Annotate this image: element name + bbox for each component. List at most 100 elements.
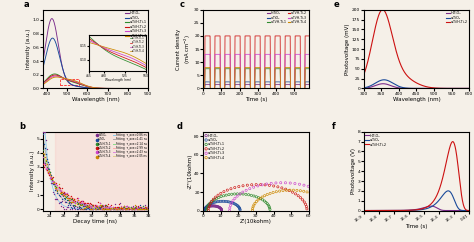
Point — [256, 197, 264, 200]
Point — [69, 197, 76, 201]
H-TiO₂ — [428, 87, 433, 90]
Point — [54, 191, 61, 195]
Point — [330, 202, 337, 206]
Point — [75, 201, 82, 205]
Point — [126, 206, 133, 210]
Point — [249, 205, 257, 209]
Point — [89, 204, 96, 207]
Point — [104, 207, 112, 211]
Point — [109, 206, 116, 210]
Point — [104, 202, 112, 206]
Point — [49, 175, 57, 179]
Point — [225, 200, 232, 204]
Point — [137, 206, 145, 210]
Point — [101, 205, 109, 209]
Point — [210, 204, 218, 208]
Point — [67, 197, 75, 201]
Point — [88, 207, 95, 211]
Point — [140, 207, 148, 211]
Point — [62, 192, 70, 196]
Point — [230, 202, 237, 205]
Point — [117, 205, 125, 209]
Point — [144, 207, 151, 211]
Point — [143, 207, 150, 211]
Point — [111, 202, 118, 206]
Point — [61, 192, 69, 196]
Point — [81, 201, 89, 204]
Point — [132, 205, 140, 209]
Point — [80, 207, 88, 211]
Point — [201, 208, 208, 212]
a-Ti/H-Ti-2 — [380, 209, 385, 212]
Point — [140, 206, 148, 210]
a-TiO₂ — [361, 86, 366, 89]
Point — [106, 205, 113, 209]
Point — [139, 207, 147, 211]
Point — [125, 207, 132, 211]
Point — [113, 207, 120, 211]
Point — [121, 207, 129, 211]
Point — [290, 188, 297, 192]
Point — [48, 176, 56, 180]
Point — [121, 206, 129, 210]
Point — [49, 190, 57, 194]
Point — [63, 196, 71, 200]
Point — [41, 161, 48, 165]
Point — [111, 206, 118, 210]
Point — [135, 206, 143, 210]
Point — [222, 193, 230, 197]
Point — [132, 206, 140, 210]
Point — [242, 192, 250, 196]
Point — [65, 196, 73, 200]
Point — [42, 167, 50, 171]
Point — [208, 201, 216, 205]
Point — [228, 201, 235, 205]
Point — [57, 191, 64, 195]
Point — [201, 207, 209, 211]
Point — [81, 202, 89, 206]
Point — [42, 167, 50, 171]
H-TiO₂ — [380, 82, 386, 85]
Point — [115, 207, 123, 211]
Point — [48, 177, 56, 181]
Point — [46, 172, 54, 176]
Point — [96, 202, 104, 205]
Point — [67, 200, 75, 204]
Point — [107, 204, 114, 208]
Point — [257, 183, 264, 187]
Point — [114, 206, 122, 210]
Point — [85, 205, 93, 209]
Point — [202, 206, 210, 210]
a-TiO₂ — [466, 209, 472, 212]
Point — [124, 204, 131, 208]
Point — [90, 204, 97, 208]
Point — [95, 204, 102, 208]
Legend: H-TiO₂, a-TiO₂, a-Ti/H-Ti-2: H-TiO₂, a-TiO₂, a-Ti/H-Ti-2 — [446, 11, 467, 24]
Point — [136, 207, 144, 211]
Point — [213, 204, 220, 208]
Point — [120, 204, 128, 208]
Point — [124, 204, 131, 208]
Point — [55, 201, 62, 204]
Point — [103, 207, 111, 211]
Point — [77, 207, 84, 211]
Point — [66, 196, 74, 200]
Point — [209, 199, 217, 203]
Point — [48, 176, 56, 180]
Point — [236, 205, 243, 209]
a-TiO₂ — [466, 87, 472, 90]
Point — [125, 207, 132, 211]
Point — [72, 199, 79, 203]
Point — [122, 207, 130, 211]
Point — [61, 197, 69, 201]
Point — [53, 187, 60, 191]
Point — [131, 207, 138, 211]
Point — [128, 207, 136, 211]
H-TiO₂ — [438, 87, 443, 90]
Point — [253, 200, 260, 204]
Point — [207, 202, 214, 205]
Point — [98, 203, 106, 207]
Point — [226, 200, 234, 204]
Point — [117, 205, 125, 209]
Point — [44, 170, 52, 174]
